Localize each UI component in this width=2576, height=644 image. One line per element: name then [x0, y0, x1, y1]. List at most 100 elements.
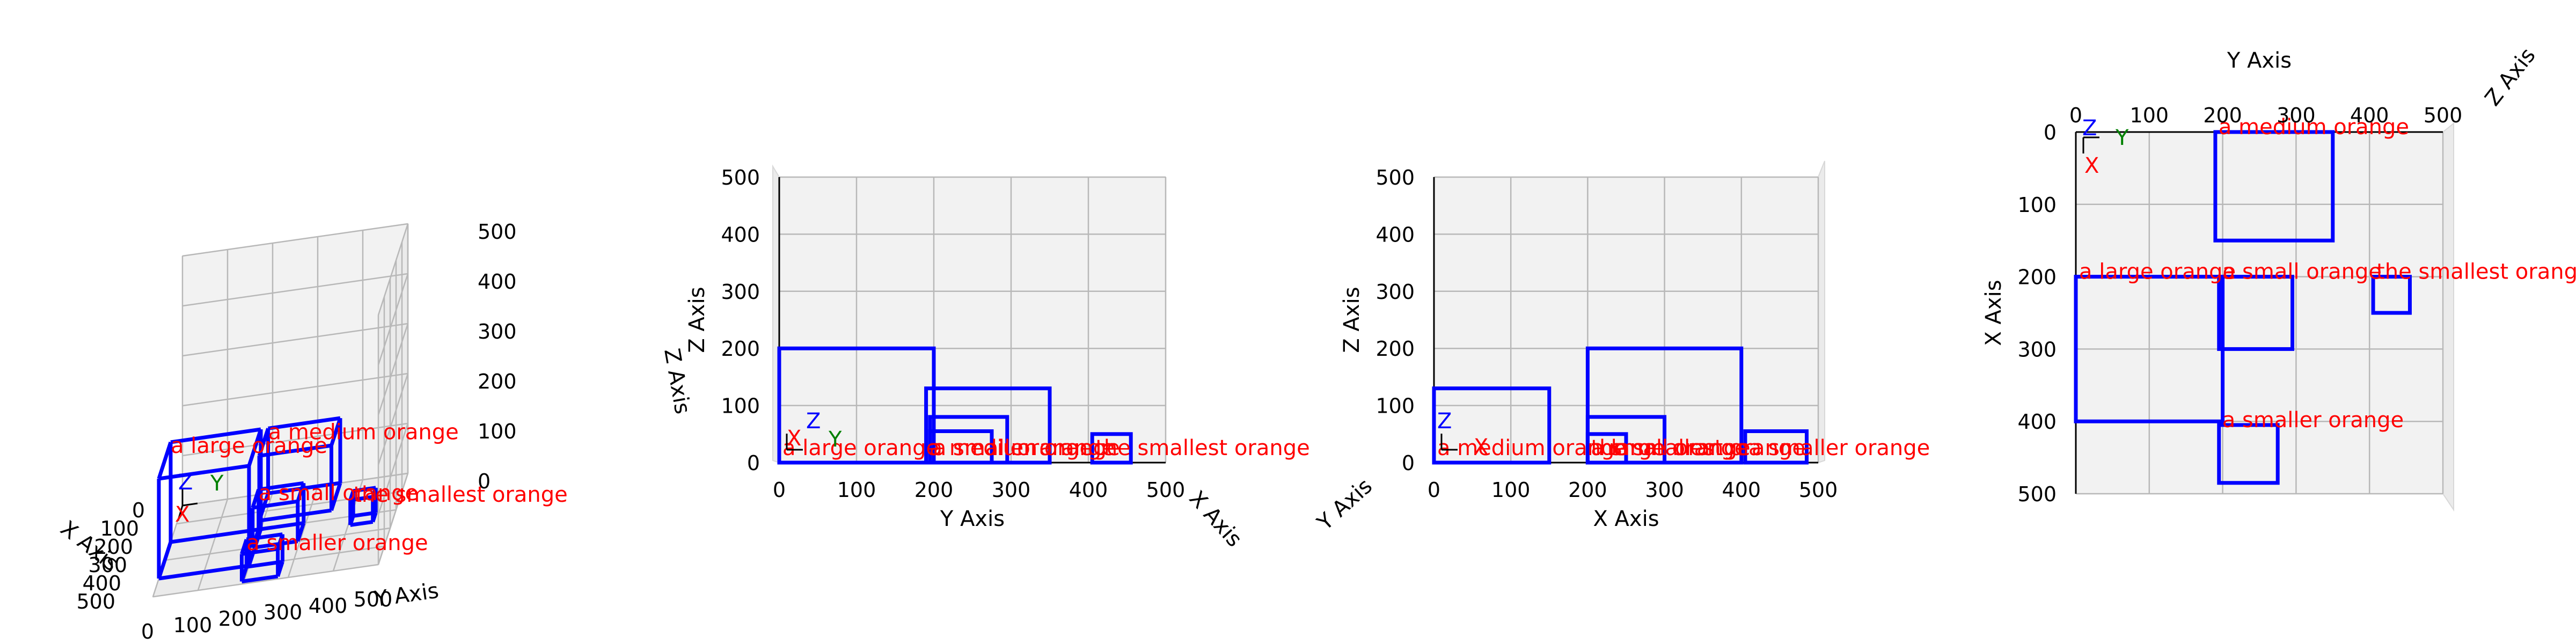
boxes — [157, 416, 378, 583]
triad-Z-label: Z — [806, 409, 821, 434]
triad-x-label: X — [175, 502, 189, 527]
x-tick-label: 500 — [76, 590, 115, 613]
box-edge — [259, 443, 332, 458]
h-tick-label: 100 — [837, 478, 876, 502]
h-tick-label: 0 — [773, 478, 786, 502]
h-axis-label: Y Axis — [2227, 48, 2292, 73]
v-tick-label: 300 — [1375, 280, 1415, 304]
h-tick-label: 200 — [914, 478, 954, 502]
box-outline — [2371, 275, 2412, 315]
v-tick-label: 100 — [2017, 193, 2057, 217]
boxes — [1432, 346, 1809, 465]
z-tick-label: 100 — [478, 420, 517, 443]
gridline — [377, 223, 409, 316]
gridline — [377, 273, 409, 365]
x-tick-label: 100 — [100, 517, 139, 540]
y-tick-label: 300 — [264, 601, 303, 624]
h-tick-label: 100 — [1491, 478, 1531, 502]
box-a-medium-orange — [2213, 130, 2335, 243]
y-axis-label: Y Axis — [372, 579, 440, 612]
z-tick-label: 0 — [478, 470, 491, 493]
axis-triad: YXZ — [2082, 116, 2129, 178]
h-tick-label: 100 — [2130, 104, 2169, 127]
box-outline — [1743, 429, 1809, 465]
box-edge — [157, 441, 173, 480]
v-tick-label: 100 — [721, 394, 760, 418]
x-tick-label: 400 — [82, 572, 121, 595]
label-a-large-orange: a large orange — [782, 436, 939, 460]
v-tick-label: 200 — [2017, 266, 2057, 289]
h-tick-label: 400 — [1722, 478, 1761, 502]
label-a-medium-orange: a medium orange — [268, 420, 459, 444]
z-tick-label: 400 — [478, 270, 517, 294]
h-tick-label: 300 — [1645, 478, 1684, 502]
box-a-large-orange — [777, 346, 936, 465]
depth-axis-label: Z Axis — [2480, 43, 2541, 111]
triad-Z-label: Z — [2082, 116, 2097, 141]
box-outline — [2213, 130, 2335, 243]
gridline — [287, 486, 319, 578]
box-outline — [1090, 432, 1133, 465]
x-tick-label: 300 — [88, 553, 127, 577]
box-a-medium-orange — [257, 416, 342, 523]
box-the-smallest-orange — [2371, 275, 2412, 315]
box-outline — [1585, 432, 1628, 465]
h-tick-label: 400 — [1069, 478, 1108, 502]
gridline — [197, 499, 229, 591]
triad-y — [182, 502, 198, 507]
v-tick-label: 400 — [2017, 410, 2057, 434]
v-tick-label: 300 — [721, 280, 760, 304]
h-tick-label: 500 — [1799, 478, 1838, 502]
v-tick-label: 200 — [721, 337, 760, 361]
view-pane — [1433, 177, 1819, 463]
box-a-medium-orange — [1432, 386, 1552, 465]
h-tick-label: 200 — [2203, 104, 2242, 127]
v-axis-label: Z Axis — [685, 287, 709, 353]
triad-X-label: X — [1474, 435, 1488, 459]
label-a-large-orange: a large orange — [2079, 260, 2236, 284]
label-the-smallest-orange: the smallest orange — [2376, 260, 2576, 284]
triad-x — [177, 505, 184, 521]
label-a-medium-orange: a medium orange — [2219, 115, 2409, 140]
box-edge — [258, 481, 304, 492]
box-edge — [247, 428, 263, 467]
y-tick-label: 200 — [218, 607, 258, 631]
v-tick-label: 300 — [2017, 338, 2057, 361]
box-outline — [2217, 423, 2280, 485]
depth-strip — [2442, 122, 2454, 512]
h-tick-label: 300 — [992, 478, 1031, 502]
box-a-smaller-orange — [2217, 423, 2280, 485]
h-axis-label: X Axis — [1593, 507, 1659, 531]
box-edge — [158, 564, 250, 581]
gridline — [182, 422, 408, 457]
label-a-smaller-orange: a smaller orange — [2222, 408, 2404, 433]
box-the-smallest-orange — [1585, 432, 1628, 465]
triad-y-label: Y — [210, 471, 224, 496]
h-tick-label: 0 — [2069, 104, 2082, 127]
box-the-smallest-orange — [348, 486, 378, 527]
label-a-large-orange: a large orange — [1591, 436, 1747, 460]
triad-z-label: Z — [178, 470, 193, 495]
gridline — [377, 373, 409, 465]
box-outline — [2217, 275, 2295, 351]
v-tick-label: 200 — [1375, 337, 1415, 361]
triad-X-label: X — [2084, 153, 2099, 178]
box-outline — [777, 346, 936, 465]
gridline — [377, 323, 409, 415]
v-tick-label: 400 — [721, 223, 760, 246]
box-outline — [928, 429, 994, 465]
gridline — [152, 564, 379, 598]
label-a-small-orange: a small orange — [933, 436, 1093, 460]
triad-X-label: X — [787, 426, 801, 451]
label-the-smallest-orange: the smallest orange — [353, 482, 568, 507]
v-tick-label: 500 — [721, 166, 760, 189]
v-tick-label: 0 — [1402, 451, 1415, 475]
triad-Y-label: Y — [828, 427, 842, 452]
v-axis-label: X Axis — [1981, 280, 2006, 346]
label-a-large-orange: a large orange — [171, 434, 327, 458]
box-outline — [1432, 386, 1552, 465]
z-tick-label: 200 — [478, 370, 517, 393]
v-tick-label: 400 — [1375, 223, 1415, 246]
panel-top: a large orange a medium orange a small ora… — [1981, 43, 2576, 512]
